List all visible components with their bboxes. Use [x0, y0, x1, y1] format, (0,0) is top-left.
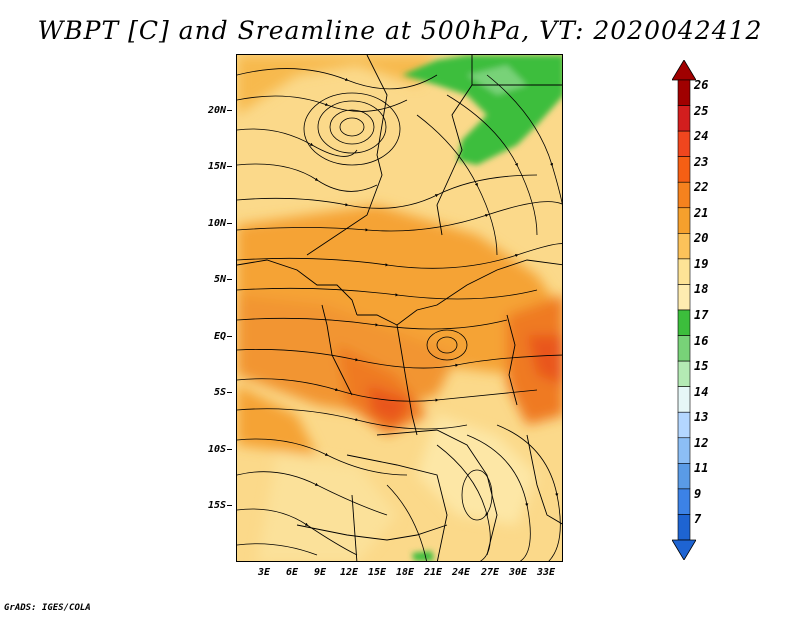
colorbar-graphic — [671, 59, 697, 561]
colorbar-segment — [677, 79, 691, 106]
lon-label-27e: 27E — [480, 567, 500, 578]
colorbar-label: 14 — [694, 384, 709, 399]
colorbar-label: 24 — [694, 129, 709, 144]
colorbar-label: 23 — [694, 154, 709, 169]
map-canvas — [237, 55, 562, 561]
colorbar-segment — [677, 335, 691, 362]
lon-label-30e: 30E — [508, 567, 528, 578]
colorbar-segment — [677, 463, 691, 490]
colorbar-segment — [677, 386, 691, 413]
colorbar-label: 17 — [694, 308, 709, 322]
lat-label-20n: 20N — [208, 105, 232, 116]
colorbar-label: 19 — [694, 256, 709, 271]
colorbar-segment — [677, 284, 691, 311]
lon-label-33e: 33E — [536, 567, 556, 578]
lat-label-15s: 15S — [208, 500, 232, 511]
colorbar-label: 9 — [694, 486, 702, 501]
colorbar-segment — [677, 156, 691, 183]
lon-label-24e: 24E — [451, 567, 471, 578]
lon-label-3e: 3E — [257, 567, 271, 578]
streamlines — [237, 68, 562, 561]
lat-label-10s: 10S — [208, 444, 232, 455]
colorbar-label: 7 — [694, 512, 702, 527]
colorbar-top-arrow — [671, 59, 697, 81]
chart-title: WBPT [C] and Sreamline at 500hPa, VT: 20… — [37, 16, 763, 45]
colorbar-segment — [677, 411, 691, 439]
colorbar-segment — [677, 488, 691, 515]
colorbar-segment — [677, 309, 691, 336]
lon-label-9e: 9E — [313, 567, 327, 578]
colorbar-label: 13 — [694, 410, 709, 425]
lon-label-21e: 21E — [423, 567, 443, 578]
colorbar-bottom-arrow — [671, 539, 697, 561]
lon-label-15e: 15E — [367, 567, 387, 578]
grads-credit: GrADS: IGES/COLA — [4, 603, 91, 613]
colorbar-segment — [677, 207, 691, 234]
lon-label-6e: 6E — [285, 567, 299, 578]
lat-label-10n: 10N — [208, 218, 232, 229]
lat-label-5s: 5S — [214, 387, 232, 398]
colorbar-label: 16 — [694, 333, 709, 348]
colorbar-segment — [677, 105, 691, 132]
colorbar-segment — [677, 360, 691, 387]
colorbar-label: 12 — [694, 435, 709, 450]
colorbar-label: 25 — [694, 103, 709, 118]
colorbar-label: 15 — [694, 359, 709, 374]
lat-label-5n: 5N — [214, 274, 232, 285]
colorbar — [671, 59, 697, 561]
colorbar-label: 18 — [694, 282, 709, 297]
colorbar-label: 11 — [694, 461, 709, 476]
colorbar-segment — [677, 181, 691, 209]
colorbar-label: 22 — [694, 180, 709, 195]
lat-label-eq: EQ — [214, 331, 232, 342]
lon-label-18e: 18E — [395, 567, 415, 578]
cyclonic-vortex — [303, 92, 493, 521]
colorbar-segment — [677, 437, 691, 464]
colorbar-segment — [677, 258, 691, 285]
map-panel — [236, 54, 563, 562]
lat-label-15n: 15N — [208, 161, 232, 172]
colorbar-segment — [677, 130, 691, 157]
colorbar-label: 21 — [694, 205, 709, 220]
colorbar-segment — [677, 514, 691, 541]
colorbar-label: 26 — [694, 78, 709, 92]
colorbar-label: 20 — [694, 231, 709, 246]
lon-label-12e: 12E — [339, 567, 359, 578]
low-wbpt-green-area — [402, 55, 562, 561]
colorbar-segment — [677, 233, 691, 260]
